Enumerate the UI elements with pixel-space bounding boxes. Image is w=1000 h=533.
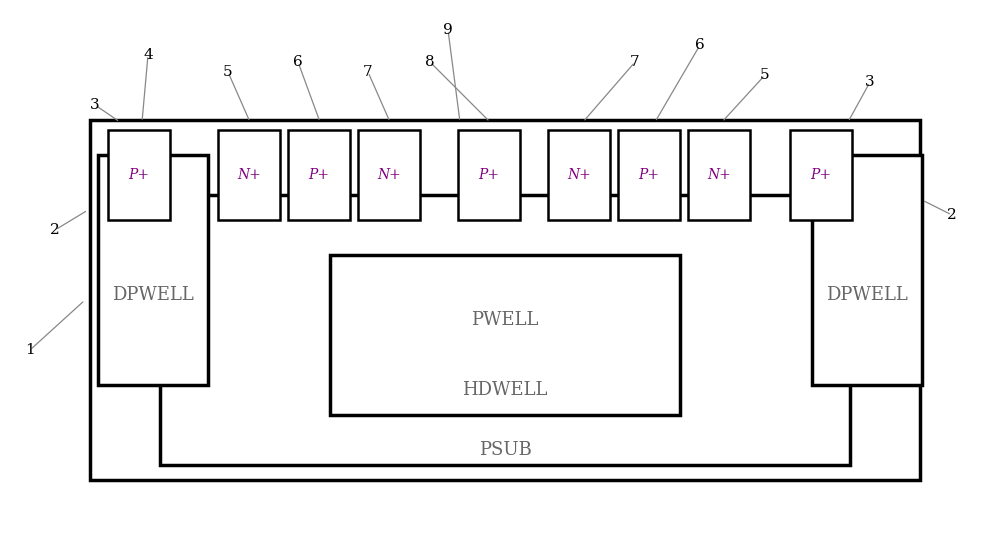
- Bar: [160, 195, 850, 465]
- Text: DPWELL: DPWELL: [826, 286, 908, 304]
- Text: PWELL: PWELL: [471, 311, 539, 329]
- Text: 5: 5: [760, 68, 770, 82]
- Text: 3: 3: [90, 98, 100, 112]
- Text: 6: 6: [293, 55, 303, 69]
- Bar: [98, 155, 208, 385]
- Text: N+: N+: [237, 168, 261, 182]
- Bar: [330, 255, 680, 415]
- Text: 3: 3: [865, 75, 875, 89]
- Text: HDWELL: HDWELL: [462, 381, 548, 399]
- Text: P+: P+: [128, 168, 150, 182]
- Text: P+: P+: [308, 168, 330, 182]
- Bar: [288, 130, 350, 220]
- Text: P+: P+: [639, 168, 660, 182]
- Text: 7: 7: [630, 55, 640, 69]
- Bar: [358, 130, 420, 220]
- Bar: [790, 130, 852, 220]
- Bar: [548, 130, 610, 220]
- Text: P+: P+: [810, 168, 832, 182]
- Bar: [458, 130, 520, 220]
- Text: 7: 7: [363, 65, 373, 79]
- Text: 1: 1: [25, 343, 35, 357]
- Text: 8: 8: [425, 55, 435, 69]
- Text: P+: P+: [479, 168, 500, 182]
- Text: 5: 5: [223, 65, 233, 79]
- Bar: [218, 130, 280, 220]
- Bar: [108, 130, 170, 220]
- Bar: [688, 130, 750, 220]
- Text: N+: N+: [707, 168, 731, 182]
- Text: 9: 9: [443, 23, 453, 37]
- Text: 2: 2: [947, 208, 957, 222]
- Text: PSUB: PSUB: [479, 441, 531, 459]
- Text: N+: N+: [567, 168, 591, 182]
- Bar: [812, 155, 922, 385]
- Text: 6: 6: [695, 38, 705, 52]
- Text: 2: 2: [50, 223, 60, 237]
- Text: 4: 4: [143, 48, 153, 62]
- Bar: [90, 120, 920, 480]
- Text: N+: N+: [377, 168, 401, 182]
- Text: DPWELL: DPWELL: [112, 286, 194, 304]
- Bar: [618, 130, 680, 220]
